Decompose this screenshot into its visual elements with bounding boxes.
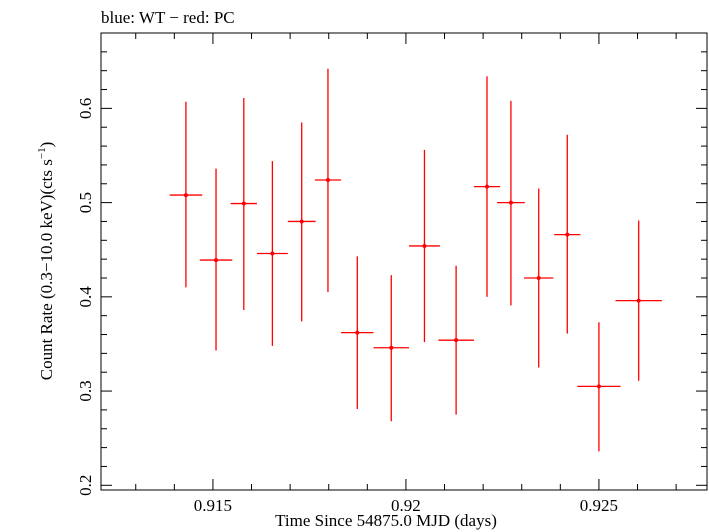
data-marker [241,201,246,206]
y-axis-label-main: Count Rate (0.3−10.0 keV)(cts s [37,159,56,380]
data-point [554,134,581,334]
data-marker [183,193,188,198]
chart-title: blue: WT − red: PC [101,8,235,27]
data-marker [389,345,394,350]
x-tick-label: 0.925 [580,496,618,515]
data-point [230,98,257,311]
data-point [615,220,662,381]
data-marker [636,298,641,303]
data-point [524,188,554,368]
data-point [497,100,525,306]
y-tick-label: 0.6 [76,98,95,119]
data-point [199,168,233,351]
y-tick-labels: 0.2 0.3 0.4 0.5 0.6 [76,98,95,496]
data-point [314,68,342,293]
data-marker [355,330,360,335]
y-axis-label-sup: −1 [36,147,48,159]
data-point [373,275,410,422]
data-point [287,122,316,322]
plot-frame [100,32,708,491]
x-axis-label: Time Since 54875.0 MJD (days) [275,511,497,530]
data-marker [270,251,275,256]
x-tick-labels: 0.915 0.92 0.925 [194,496,618,515]
x-tick-label: 0.92 [391,496,421,515]
data-marker [484,184,489,189]
x-tick-label: 0.915 [194,496,232,515]
data-points [169,68,662,452]
data-marker [508,200,513,205]
y-tick-label: 0.4 [76,286,95,308]
y-tick-label: 0.2 [76,475,95,496]
data-marker [596,384,601,389]
data-marker [536,275,541,280]
data-marker [454,338,459,343]
data-marker [214,258,219,263]
data-point [438,265,474,415]
data-marker [565,232,570,237]
data-point [473,76,501,297]
y-axis-label-close: ) [37,142,56,148]
data-point [409,149,440,343]
data-point [169,101,203,288]
data-point [256,161,288,346]
data-point [577,322,621,452]
y-tick-label: 0.3 [76,380,95,401]
data-marker [299,219,304,224]
data-marker [325,177,330,182]
data-point [341,256,374,409]
y-tick-label: 0.5 [76,192,95,213]
data-marker [422,243,427,248]
axis-ticks [101,32,707,490]
y-axis-label: Count Rate (0.3−10.0 keV)(cts s−1) [36,142,56,381]
